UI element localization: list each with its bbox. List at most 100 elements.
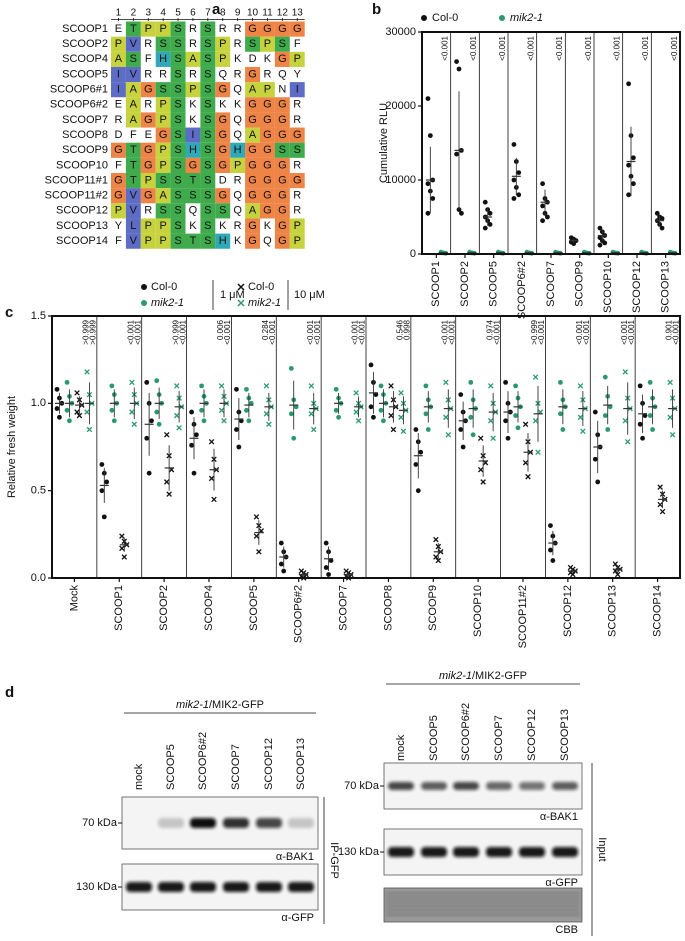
residue-cell	[140, 112, 156, 128]
data-point	[654, 210, 660, 216]
antibody-label: CBB	[555, 924, 578, 936]
data-point	[413, 462, 419, 467]
blot-band	[158, 882, 184, 892]
antibody-label: α-GFP	[545, 877, 578, 889]
position-number: 4	[160, 8, 166, 19]
antibody-label: α-BAK1	[276, 851, 314, 863]
data-point	[121, 554, 128, 560]
legend-marker	[421, 15, 427, 21]
residue-cell	[245, 21, 260, 37]
data-point	[425, 181, 431, 187]
residue-cell	[260, 188, 275, 204]
lane-label: SCOOP12	[263, 738, 275, 790]
antibody-label: α-BAK1	[540, 811, 578, 823]
data-point	[199, 407, 205, 413]
position-number: 7	[205, 8, 211, 19]
data-point	[388, 383, 394, 389]
residue-cell	[289, 142, 305, 158]
y-axis-label: Cumulative RLU	[378, 103, 390, 183]
residue-cell	[274, 142, 290, 158]
peptide-sequence: GTGPSHSGHGGSS	[114, 144, 301, 156]
data-point	[253, 533, 260, 539]
x-tick-label: SCOOP9	[574, 261, 586, 307]
residue-cell	[289, 233, 305, 249]
data-point	[503, 379, 508, 385]
peptide-sequence: IVRRSRSQRGRQY	[117, 68, 302, 80]
blot-smear	[386, 909, 580, 912]
residue-cell	[125, 188, 141, 204]
p-value: <0.001	[612, 35, 621, 60]
residue-cell	[155, 36, 171, 52]
data-point	[443, 414, 449, 421]
peptide-sequence: FVPPSTSHKGQGP	[115, 235, 301, 247]
peptide-sequence: IAGSSPSGQAPNI	[117, 84, 299, 96]
y-tick-label: 10000	[385, 174, 416, 186]
legend-label: Col-0	[151, 281, 177, 293]
data-point	[101, 514, 107, 520]
data-point	[477, 466, 484, 473]
data-point	[458, 392, 464, 397]
blot-smear	[386, 905, 580, 908]
blot-band	[388, 847, 414, 857]
residue-cell	[155, 157, 171, 173]
data-point	[400, 428, 407, 435]
p-value: 0.974	[485, 319, 494, 340]
peptide-name: SCOOP6#1	[50, 84, 108, 96]
size-marker: 70 kDa	[344, 780, 380, 792]
legend-marker	[141, 300, 147, 306]
data-point	[532, 374, 539, 380]
data-point	[532, 418, 539, 424]
data-point	[558, 379, 563, 385]
data-point	[433, 554, 439, 560]
data-point	[505, 435, 511, 441]
y-tick-label: 0.5	[31, 485, 46, 497]
x-tick-label: SCOOP6#2	[293, 585, 305, 643]
residue-cell	[215, 157, 231, 173]
data-point	[234, 386, 239, 392]
data-point	[119, 533, 125, 539]
residue-cell	[260, 82, 275, 98]
residue-cell	[200, 173, 216, 189]
data-point	[540, 203, 545, 209]
data-point	[480, 479, 486, 485]
residue-cell	[245, 233, 260, 249]
position-number: 12	[277, 8, 289, 19]
data-point	[659, 216, 665, 221]
data-point	[129, 379, 135, 386]
y-tick-label: 1.0	[31, 397, 46, 409]
data-point	[550, 558, 556, 563]
residue-cell	[245, 218, 260, 234]
residue-cell	[170, 188, 186, 204]
residue-cell	[245, 66, 260, 83]
blot-band	[453, 782, 479, 790]
data-point	[595, 479, 601, 485]
data-point	[208, 439, 215, 445]
peptide-sequence: ETPPSRSRRGGGG	[115, 23, 302, 35]
blot-band	[256, 882, 282, 892]
residue-cell	[230, 157, 246, 173]
p-value: <0.001	[670, 35, 679, 60]
blot-band	[453, 847, 479, 857]
data-point	[418, 449, 424, 455]
legend-label: mik2-1	[151, 297, 184, 309]
p-value: <0.001	[584, 35, 593, 60]
peptide-name: SCOOP8	[62, 129, 108, 141]
x-tick-label: SCOOP13	[660, 261, 672, 313]
lane-label: SCOOP13	[295, 738, 307, 790]
residue-cell	[140, 82, 156, 98]
residue-cell	[125, 51, 141, 67]
data-point	[487, 222, 493, 227]
residue-cell	[215, 127, 231, 143]
p-value: <0.001	[526, 35, 535, 60]
x-tick-label: SCOOP10	[602, 261, 614, 313]
data-point	[308, 411, 315, 417]
residue-cell	[185, 173, 201, 189]
residue-cell	[155, 203, 171, 219]
blot-band	[288, 882, 314, 892]
data-point	[612, 561, 619, 567]
data-point	[99, 462, 105, 467]
data-point	[669, 432, 676, 438]
residue-cell	[125, 82, 141, 98]
data-point	[614, 571, 621, 578]
panel-label: d	[5, 684, 14, 701]
